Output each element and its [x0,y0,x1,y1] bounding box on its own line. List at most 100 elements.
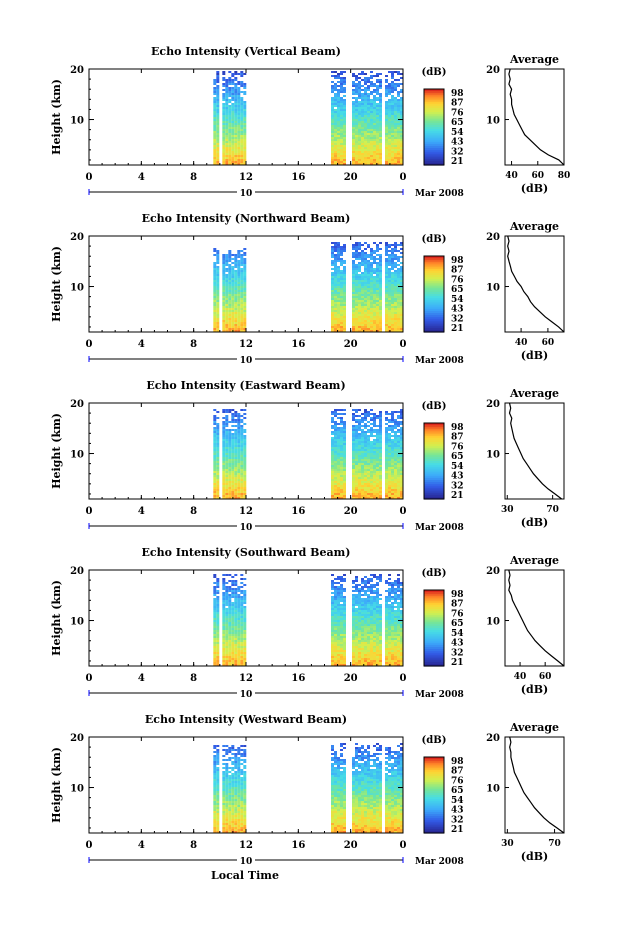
heatmap-cell [370,103,373,105]
heatmap-cell [364,115,367,117]
heatmap-cell [394,254,397,256]
heatmap-cell [216,318,220,320]
heatmap-cell [243,465,247,467]
heatmap-cell [216,308,220,310]
heatmap-cell [370,252,373,254]
heatmap-cell [225,664,229,666]
heatmap-cell [364,423,367,425]
heatmap-cell [394,431,397,433]
heatmap-cell [343,467,346,469]
heatmap-cell [240,268,244,270]
heatmap-cell [234,602,238,604]
heatmap-cell [379,284,382,286]
heatmap-cell [213,93,217,95]
heatmap-cell [373,445,376,447]
heatmap-cell [240,294,244,296]
colorbar-tick-label: 98 [451,423,464,433]
heatmap-cell [358,280,361,282]
heatmap-cell [385,91,388,93]
heatmap-cell [367,79,370,81]
heatmap-cell [243,103,247,105]
heatmap-cell [376,113,379,115]
heatmap-cell [234,584,238,586]
heatmap-cell [337,449,340,451]
heatmap-cell [216,584,220,586]
heatmap-cell [400,141,403,143]
heatmap-cell [367,459,370,461]
heatmap-cell [376,294,379,296]
heatmap-cell [334,262,337,264]
heatmap-cell [370,149,373,151]
heatmap-cell [213,475,217,477]
heatmap-cell [379,427,382,429]
heatmap-cell [364,302,367,304]
heatmap-cell [373,443,376,445]
heatmap-cell [352,264,355,266]
heatmap-cell [331,151,334,153]
heatmap-cell [225,141,229,143]
heatmap-cell [400,437,403,439]
heatmap-cell [331,437,334,439]
heatmap-cell [237,453,241,455]
heatmap-cell [379,330,382,332]
heatmap-cell [337,489,340,491]
heatmap-cell [237,429,241,431]
heatmap-cell [240,83,244,85]
heatmap-cell [352,111,355,113]
heatmap-cell [397,300,400,302]
heatmap-cell [361,262,364,264]
heatmap-cell [331,248,334,250]
heatmap-cell [343,163,346,165]
heatmap-cell [373,125,376,127]
heatmap-cell [355,105,358,107]
heatmap-cell [352,135,355,137]
heatmap-cell [237,604,241,606]
heatmap-cell [370,159,373,161]
heatmap-cell [400,429,403,431]
heatmap-cell [237,654,241,656]
heatmap-cell [358,310,361,312]
heatmap-cell [394,137,397,139]
heatmap-cell [352,610,355,612]
heatmap-cell [228,453,232,455]
heatmap-cell [367,127,370,129]
heatmap-cell [376,75,379,77]
heatmap-cell [385,155,388,157]
heatmap-cell [334,330,337,332]
heatmap-cell [213,304,217,306]
heatmap-cell [216,471,220,473]
heatmap-cell [373,324,376,326]
heatmap-cell [337,129,340,131]
heatmap-cell [379,242,382,244]
heatmap-cell [364,328,367,330]
heatmap-cell [240,590,244,592]
heatmap-cell [337,254,340,256]
heatmap-cell [400,451,403,453]
heatmap-cell [340,272,343,274]
heatmap-cell [337,101,340,103]
heatmap-cell [237,304,241,306]
heatmap-cell [358,495,361,497]
heatmap-cell [337,437,340,439]
heatmap-cell [334,423,337,425]
heatmap-cell [373,75,376,77]
heatmap-cell [213,441,217,443]
heatmap-cell [397,437,400,439]
heatmap-cell [358,421,361,423]
heatmap-cell [343,115,346,117]
heatmap-cell [225,495,229,497]
heatmap-cell [391,157,394,159]
heatmap-cell [391,453,394,455]
heatmap-cell [216,276,220,278]
heatmap-cell [373,413,376,415]
colorbar-swatch [424,154,444,158]
heatmap-cell [367,125,370,127]
heatmap-cell [376,268,379,270]
heatmap-cell [225,618,229,620]
heatmap-cell [222,272,226,274]
heatmap-cell [337,457,340,459]
heatmap-cell [361,292,364,294]
heatmap-cell [400,89,403,91]
heatmap-cell [337,272,340,274]
heatmap-cell [373,141,376,143]
